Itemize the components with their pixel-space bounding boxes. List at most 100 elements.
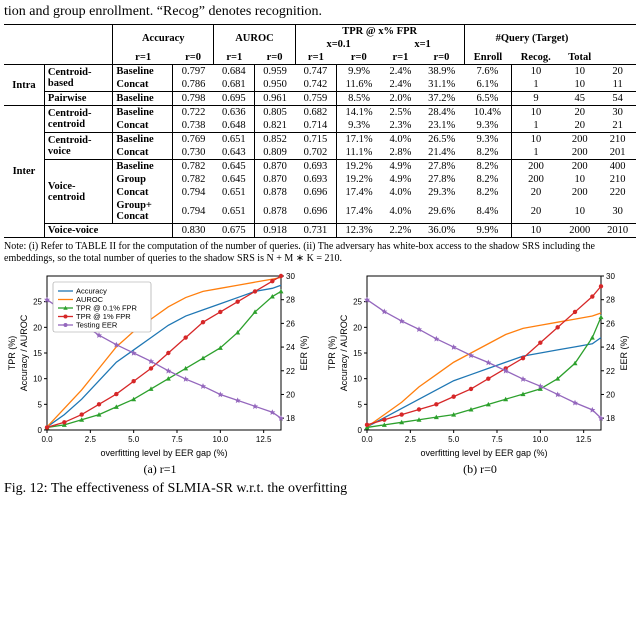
cell: 19.2%	[336, 160, 382, 174]
cell: 2.3%	[382, 119, 420, 133]
cell: 2.4%	[382, 78, 420, 92]
cell: 200	[511, 160, 560, 174]
svg-text:10.0: 10.0	[213, 435, 229, 444]
cell: 8.5%	[336, 92, 382, 106]
r0-hdr: r=0	[254, 51, 295, 65]
chart-b: 0.02.55.07.510.012.5overfitting level by…	[325, 270, 635, 460]
cell: 0.805	[254, 106, 295, 120]
cell: 10.4%	[464, 106, 511, 120]
cell: 4.9%	[382, 173, 420, 186]
cell: 9.9%	[336, 65, 382, 79]
cell: 10	[560, 65, 599, 79]
cell: 0.714	[295, 119, 336, 133]
cell: 0.702	[295, 146, 336, 160]
cell: 31.1%	[419, 78, 464, 92]
cell: 10	[511, 224, 560, 238]
svg-text:10: 10	[33, 375, 42, 384]
col-tpr: TPR @ x% FPR	[295, 25, 464, 39]
cell: 6.1%	[464, 78, 511, 92]
col-x1: x=1	[382, 38, 465, 51]
cell: 0.693	[295, 160, 336, 174]
svg-text:0.0: 0.0	[361, 435, 373, 444]
method-voicecentroid: Voice- centroid	[44, 160, 112, 224]
cell: 19.2%	[336, 173, 382, 186]
cell: 12.3%	[336, 224, 382, 238]
svg-text:12.5: 12.5	[256, 435, 272, 444]
cell: 9.3%	[464, 119, 511, 133]
svg-text:Accuracy / AUROC: Accuracy / AUROC	[19, 314, 29, 391]
cell: 0.651	[214, 133, 255, 147]
cell: 17.4%	[336, 199, 382, 224]
cell: 17.1%	[336, 133, 382, 147]
cell: 0.645	[214, 160, 255, 174]
svg-text:5.0: 5.0	[128, 435, 140, 444]
cell: 1	[511, 119, 560, 133]
cell: 21	[599, 119, 636, 133]
cell: 20	[511, 186, 560, 199]
svg-text:24: 24	[286, 343, 295, 352]
svg-text:12.5: 12.5	[576, 435, 592, 444]
svg-text:26: 26	[286, 319, 295, 328]
svg-text:EER (%): EER (%)	[619, 335, 629, 370]
cell: 0.918	[254, 224, 295, 238]
cell: 30	[599, 199, 636, 224]
cell: 17.4%	[336, 186, 382, 199]
svg-text:7.5: 7.5	[171, 435, 183, 444]
cell: 10	[511, 106, 560, 120]
cell: 10	[511, 133, 560, 147]
variant-concat: Concat	[113, 119, 173, 133]
col-query: #Query (Target)	[464, 25, 599, 52]
variant-baseline: Baseline	[113, 160, 173, 174]
col-accuracy: Accuracy	[113, 25, 214, 52]
svg-text:0: 0	[38, 426, 43, 435]
cell: 14.1%	[336, 106, 382, 120]
r0-hdr: r=0	[419, 51, 464, 65]
recog-hdr: Recog.	[511, 51, 560, 65]
svg-text:30: 30	[606, 272, 615, 281]
method-pairwise: Pairwise	[44, 92, 112, 106]
cell: 2.4%	[382, 65, 420, 79]
cell: 201	[599, 146, 636, 160]
cell: 0.722	[173, 106, 214, 120]
cell: 4.9%	[382, 160, 420, 174]
cell: 29.6%	[419, 199, 464, 224]
svg-text:overfitting level by EER gap (: overfitting level by EER gap (%)	[420, 448, 547, 458]
cell: 0.830	[173, 224, 214, 238]
cell: 0.852	[254, 133, 295, 147]
svg-text:EER (%): EER (%)	[299, 335, 309, 370]
cell: 2010	[599, 224, 636, 238]
svg-text:26: 26	[606, 319, 615, 328]
cell: 0.878	[254, 186, 295, 199]
variant-baseline: Baseline	[113, 133, 173, 147]
svg-text:Accuracy / AUROC: Accuracy / AUROC	[339, 314, 349, 391]
cell: 200	[560, 146, 599, 160]
cell: 0.809	[254, 146, 295, 160]
cell: 10	[560, 173, 599, 186]
cell: 0.648	[214, 119, 255, 133]
cell: 2.8%	[382, 146, 420, 160]
svg-text:7.5: 7.5	[491, 435, 503, 444]
cell: 21.4%	[419, 146, 464, 160]
method-centroidvoice: Centroid- voice	[44, 133, 112, 160]
r1-hdr: r=1	[295, 51, 336, 65]
cell: 30	[599, 106, 636, 120]
variant-concat: Concat	[113, 146, 173, 160]
cell: 10	[560, 199, 599, 224]
cell: 2.5%	[382, 106, 420, 120]
cell: 0.798	[173, 92, 214, 106]
cell: 0.645	[214, 173, 255, 186]
cell: 7.6%	[464, 65, 511, 79]
svg-text:5.0: 5.0	[448, 435, 460, 444]
cell: 8.2%	[464, 160, 511, 174]
cell: 2000	[560, 224, 599, 238]
cell: 210	[599, 133, 636, 147]
cell: 200	[560, 160, 599, 174]
cell: 0.878	[254, 199, 295, 224]
col-auroc: AUROC	[214, 25, 296, 52]
svg-text:0: 0	[358, 426, 363, 435]
svg-text:18: 18	[286, 414, 295, 423]
cell: 0.950	[254, 78, 295, 92]
method-voicevoice: Voice-voice	[44, 224, 172, 238]
cell: 8.4%	[464, 199, 511, 224]
svg-text:20: 20	[286, 390, 295, 399]
